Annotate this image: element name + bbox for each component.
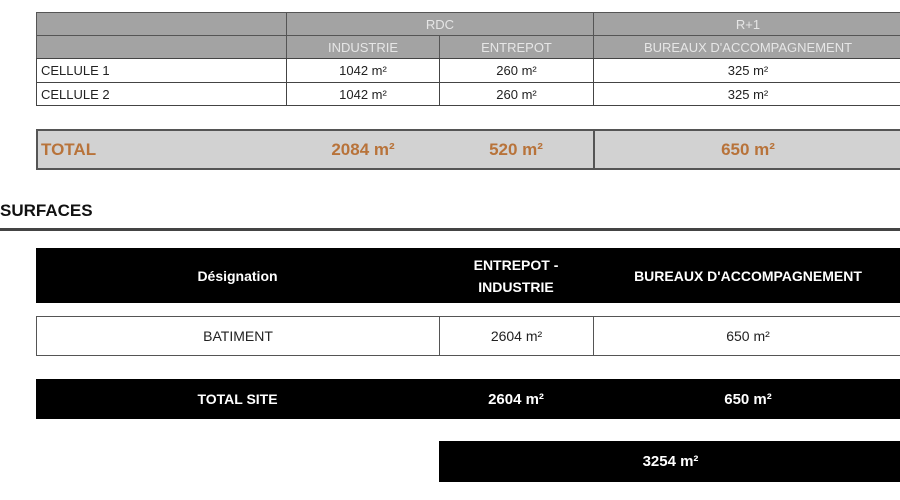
total-site-bureaux: 650 m² xyxy=(724,390,772,408)
cell: 2604 m² xyxy=(439,316,594,356)
total-site-entrepot: 2604 m² xyxy=(488,390,544,408)
row-label: CELLULE 1 xyxy=(36,58,287,83)
section-title: SURFACES xyxy=(0,201,93,220)
header-designation: Désignation xyxy=(197,267,278,284)
level-r1: R+1 xyxy=(593,12,900,36)
cell: 325 m² xyxy=(593,58,900,83)
row-label: BATIMENT xyxy=(36,316,440,356)
total-bureaux: 650 m² xyxy=(593,129,900,170)
header-empty-cell xyxy=(36,12,287,36)
cell: 650 m² xyxy=(593,316,900,356)
cell: 325 m² xyxy=(593,82,900,106)
total-industrie: 2084 m² xyxy=(331,139,395,159)
col-entrepot: ENTREPOT xyxy=(439,35,594,59)
row-label: CELLULE 2 xyxy=(36,82,287,106)
section-divider xyxy=(0,228,900,231)
cell: 1042 m² xyxy=(286,82,440,106)
total-row xyxy=(36,129,596,170)
cell: 260 m² xyxy=(439,82,594,106)
cell: 1042 m² xyxy=(286,58,440,83)
total-entrepot: 520 m² xyxy=(489,139,543,159)
header-bureaux: BUREAUX D'ACCOMPAGNEMENT xyxy=(634,267,862,284)
grand-total: 3254 m² xyxy=(439,441,900,482)
total-site-label: TOTAL SITE xyxy=(197,391,278,407)
total-label: TOTAL xyxy=(41,139,97,159)
total-site-row xyxy=(36,379,900,419)
cell: 260 m² xyxy=(439,58,594,83)
header-empty-cell xyxy=(36,35,287,59)
header-entrepot-industrie: ENTREPOT - INDUSTRIE xyxy=(473,256,559,295)
surfaces-header-bg xyxy=(36,248,900,303)
col-bureaux: BUREAUX D'ACCOMPAGNEMENT xyxy=(593,35,900,59)
level-rdc: RDC xyxy=(286,12,594,36)
col-industrie: INDUSTRIE xyxy=(286,35,440,59)
